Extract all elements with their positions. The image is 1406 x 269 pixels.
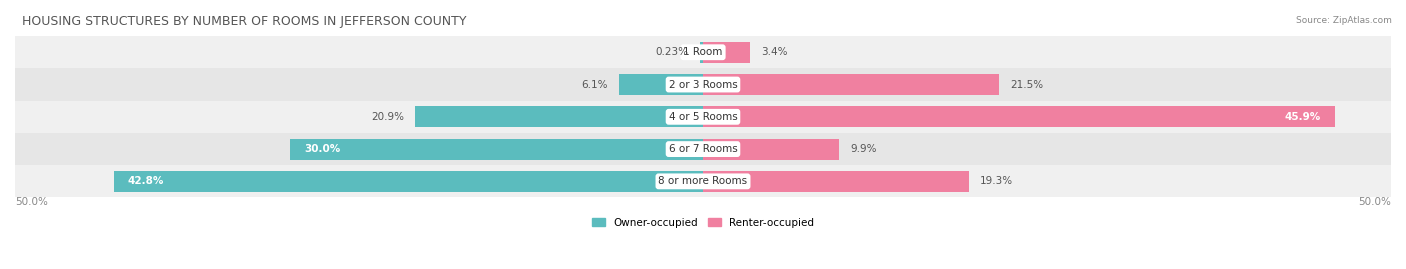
- Text: 3.4%: 3.4%: [761, 47, 787, 57]
- Bar: [114, 171, 703, 192]
- Text: 45.9%: 45.9%: [1285, 112, 1320, 122]
- Text: Source: ZipAtlas.com: Source: ZipAtlas.com: [1296, 16, 1392, 25]
- Bar: [15, 101, 1391, 133]
- Bar: [703, 106, 1334, 127]
- Bar: [619, 74, 703, 95]
- Text: 50.0%: 50.0%: [15, 197, 48, 207]
- Text: 21.5%: 21.5%: [1010, 80, 1043, 90]
- Text: 0.23%: 0.23%: [655, 47, 689, 57]
- Bar: [703, 42, 749, 63]
- Text: 19.3%: 19.3%: [980, 176, 1012, 186]
- Bar: [703, 139, 839, 160]
- Bar: [703, 74, 998, 95]
- Bar: [15, 133, 1391, 165]
- Text: HOUSING STRUCTURES BY NUMBER OF ROOMS IN JEFFERSON COUNTY: HOUSING STRUCTURES BY NUMBER OF ROOMS IN…: [22, 15, 467, 28]
- Text: 42.8%: 42.8%: [128, 176, 165, 186]
- Bar: [290, 139, 703, 160]
- Bar: [703, 171, 969, 192]
- Legend: Owner-occupied, Renter-occupied: Owner-occupied, Renter-occupied: [592, 218, 814, 228]
- Text: 8 or more Rooms: 8 or more Rooms: [658, 176, 748, 186]
- Text: 20.9%: 20.9%: [371, 112, 405, 122]
- Bar: [415, 106, 703, 127]
- Text: 6.1%: 6.1%: [582, 80, 607, 90]
- Text: 50.0%: 50.0%: [1358, 197, 1391, 207]
- Text: 1 Room: 1 Room: [683, 47, 723, 57]
- Bar: [15, 68, 1391, 101]
- Bar: [700, 42, 703, 63]
- Bar: [15, 165, 1391, 197]
- Text: 2 or 3 Rooms: 2 or 3 Rooms: [669, 80, 737, 90]
- Text: 4 or 5 Rooms: 4 or 5 Rooms: [669, 112, 737, 122]
- Text: 9.9%: 9.9%: [851, 144, 877, 154]
- Text: 6 or 7 Rooms: 6 or 7 Rooms: [669, 144, 737, 154]
- Bar: [15, 36, 1391, 68]
- Text: 30.0%: 30.0%: [304, 144, 340, 154]
